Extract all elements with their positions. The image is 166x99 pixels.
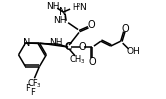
Text: C: C	[65, 42, 72, 52]
Text: O: O	[87, 20, 95, 30]
Text: 2: 2	[76, 3, 80, 8]
Text: N: N	[79, 3, 85, 12]
Text: O: O	[122, 24, 129, 34]
Text: N: N	[59, 7, 67, 17]
Text: NH: NH	[49, 38, 63, 47]
Text: 3: 3	[37, 83, 40, 88]
Text: NH: NH	[46, 2, 60, 11]
Text: CH: CH	[70, 55, 82, 64]
Text: 3: 3	[80, 59, 84, 64]
Text: H: H	[72, 3, 78, 12]
Text: OH: OH	[127, 47, 140, 56]
Text: F: F	[25, 84, 30, 93]
Text: N: N	[23, 38, 30, 48]
Text: O: O	[88, 57, 96, 67]
Text: O: O	[78, 42, 86, 52]
Text: CF: CF	[27, 79, 38, 88]
Text: NH: NH	[53, 16, 66, 25]
Text: F: F	[30, 88, 35, 97]
